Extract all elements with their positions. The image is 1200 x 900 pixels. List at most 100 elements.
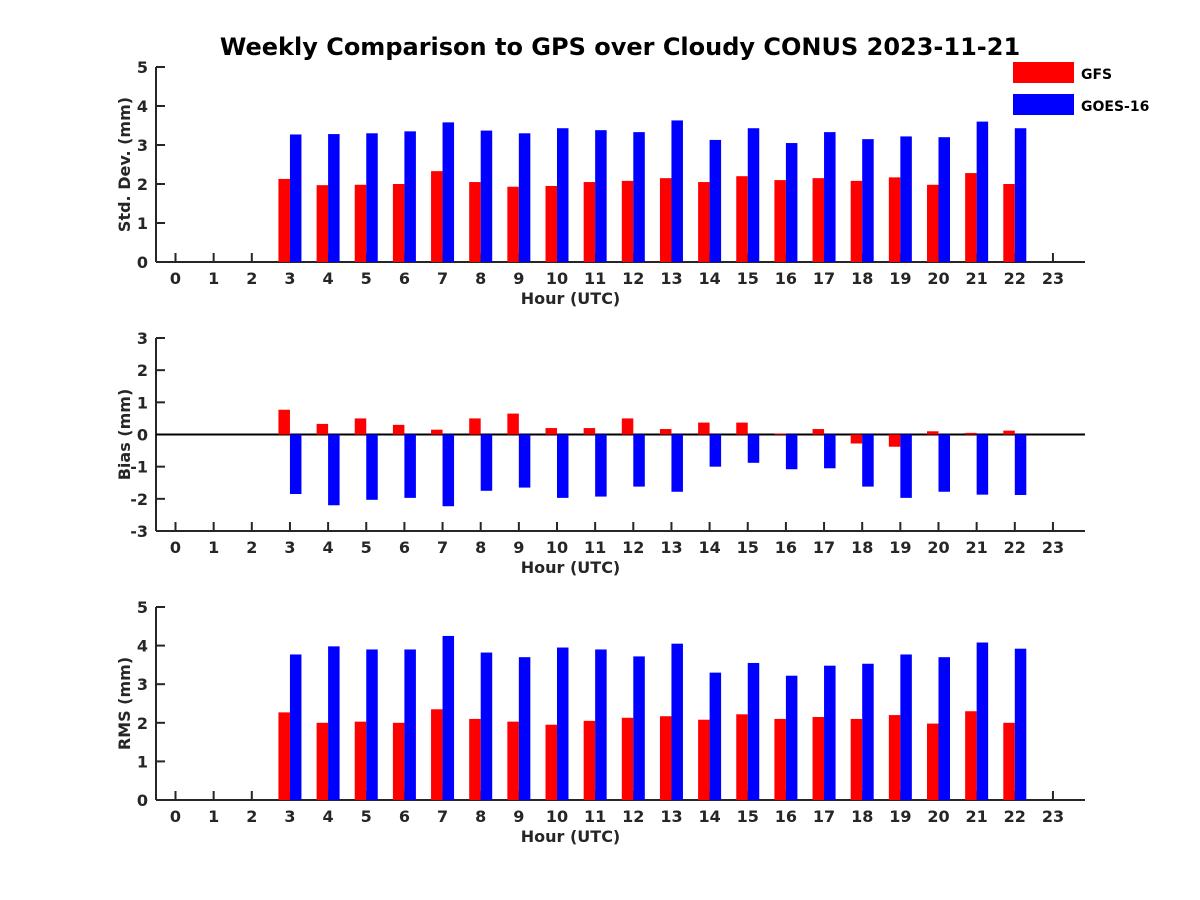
x-tick-label: 8 <box>475 538 486 557</box>
bar-goes16 <box>366 133 378 262</box>
bar-gfs <box>812 178 825 262</box>
x-tick-label: 19 <box>889 807 911 826</box>
legend-label-goes16: GOES-16 <box>1081 99 1149 115</box>
x-tick-label: 7 <box>437 807 448 826</box>
bar-gfs <box>621 418 634 435</box>
bar-goes16 <box>938 434 950 492</box>
x-axis-label: Hour (UTC) <box>521 827 621 846</box>
x-tick-label: 22 <box>1004 538 1026 557</box>
x-tick-label: 5 <box>361 807 372 826</box>
x-tick-label: 10 <box>546 807 568 826</box>
bar-gfs <box>621 717 634 800</box>
bar-gfs <box>965 173 977 262</box>
bar-gfs <box>850 718 863 800</box>
bar-goes16 <box>557 128 569 262</box>
y-tick-label: 5 <box>137 598 148 617</box>
bar-gfs <box>278 409 290 435</box>
bar-gfs <box>698 422 710 435</box>
x-tick-label: 17 <box>813 269 835 288</box>
bar-gfs <box>774 433 786 435</box>
bar-goes16 <box>442 434 455 507</box>
x-tick-label: 5 <box>361 269 372 288</box>
bar-goes16 <box>633 434 645 487</box>
bar-gfs <box>927 723 939 800</box>
y-tick-label: 5 <box>137 58 148 77</box>
bar-gfs <box>736 176 748 262</box>
bar-gfs <box>850 434 863 444</box>
x-tick-label: 17 <box>813 538 835 557</box>
bar-gfs <box>583 182 596 262</box>
x-tick-label: 4 <box>323 269 334 288</box>
x-tick-label: 13 <box>660 538 682 557</box>
bar-goes16 <box>862 139 874 262</box>
x-tick-label: 2 <box>246 538 257 557</box>
x-tick-label: 22 <box>1004 269 1026 288</box>
y-tick-label: 0 <box>137 253 148 272</box>
x-tick-label: 18 <box>851 807 873 826</box>
bar-gfs <box>392 722 405 800</box>
bar-goes16 <box>480 434 493 491</box>
y-tick-label: 2 <box>137 714 148 733</box>
x-tick-label: 21 <box>966 538 988 557</box>
bar-goes16 <box>747 434 760 463</box>
x-tick-label: 19 <box>889 269 911 288</box>
x-tick-label: 13 <box>660 807 682 826</box>
bar-gfs <box>278 712 290 800</box>
bar-goes16 <box>557 647 569 800</box>
bar-goes16 <box>862 434 874 487</box>
bar-goes16 <box>824 132 836 262</box>
x-tick-label: 8 <box>475 269 486 288</box>
bar-goes16 <box>518 657 531 800</box>
y-axis-label: Std. Dev. (mm) <box>115 97 134 232</box>
bar-gfs <box>812 429 825 435</box>
x-tick-label: 14 <box>698 807 720 826</box>
bar-gfs <box>774 180 786 262</box>
x-tick-label: 16 <box>775 269 797 288</box>
y-tick-label: 0 <box>137 426 148 445</box>
bar-gfs <box>888 177 901 262</box>
x-tick-label: 1 <box>208 807 219 826</box>
bar-goes16 <box>900 654 912 800</box>
x-tick-label: 14 <box>698 538 720 557</box>
bar-gfs <box>507 721 519 800</box>
bar-gfs <box>354 184 367 262</box>
bar-gfs <box>507 413 519 435</box>
y-tick-label: -1 <box>130 458 148 477</box>
bar-gfs <box>621 180 634 262</box>
bar-gfs <box>431 709 443 800</box>
bar-gfs <box>431 429 443 435</box>
bar-goes16 <box>976 434 989 495</box>
bar-goes16 <box>709 434 722 467</box>
x-tick-label: 20 <box>927 269 949 288</box>
bar-gfs <box>316 185 329 262</box>
bar-goes16 <box>1014 434 1027 495</box>
y-tick-label: 3 <box>137 329 148 348</box>
bar-goes16 <box>557 434 569 498</box>
bar-goes16 <box>824 434 836 469</box>
x-tick-label: 12 <box>622 538 644 557</box>
bar-gfs <box>354 418 367 435</box>
bar-goes16 <box>480 652 493 800</box>
x-tick-label: 15 <box>737 538 759 557</box>
bar-goes16 <box>747 662 760 800</box>
bar-gfs <box>316 423 329 435</box>
x-tick-label: 5 <box>361 538 372 557</box>
bar-gfs <box>545 428 557 435</box>
bar-gfs <box>698 182 710 262</box>
y-tick-label: 4 <box>137 637 148 656</box>
x-tick-label: 12 <box>622 269 644 288</box>
x-tick-label: 9 <box>513 538 524 557</box>
y-tick-label: 0 <box>137 791 148 810</box>
x-tick-label: 9 <box>513 807 524 826</box>
bar-goes16 <box>595 130 607 262</box>
bar-goes16 <box>595 649 607 800</box>
x-axis-label: Hour (UTC) <box>521 558 621 577</box>
bar-goes16 <box>671 120 683 263</box>
bar-gfs <box>431 171 443 262</box>
bar-goes16 <box>404 434 416 498</box>
bar-goes16 <box>938 657 950 800</box>
x-tick-label: 7 <box>437 538 448 557</box>
